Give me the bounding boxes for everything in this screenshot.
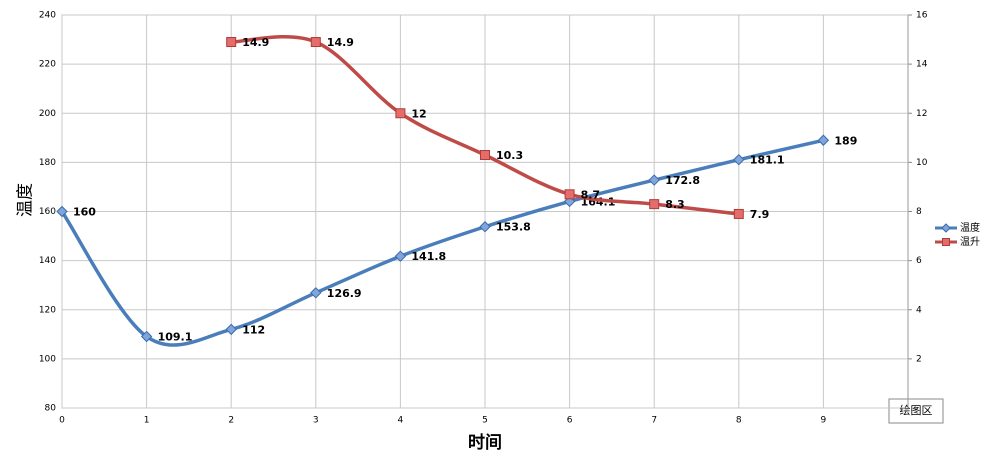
x-tick-label: 3 [313, 416, 319, 426]
y2-tick-label: 8 [916, 207, 922, 217]
data-label: 14.9 [242, 36, 269, 49]
marker [394, 250, 407, 262]
y2-tick-label: 10 [916, 158, 928, 168]
tooltip-box [888, 398, 944, 424]
marker [563, 195, 576, 208]
x-tick-label: 0 [59, 416, 65, 426]
y-tick-label: 100 [39, 354, 56, 364]
data-label: 160 [73, 206, 96, 219]
marker [226, 37, 237, 48]
data-label: 172.8 [665, 174, 700, 187]
data-label: 112 [242, 323, 265, 336]
legend-label: 温升 [960, 236, 980, 248]
data-label: 153.8 [496, 221, 531, 234]
y-tick-label: 140 [39, 256, 56, 266]
marker [395, 108, 406, 119]
marker [649, 199, 660, 210]
y-tick-label: 220 [39, 60, 56, 70]
marker [648, 174, 660, 186]
x-tick-label: 2 [228, 416, 234, 426]
x-tick-label: 6 [567, 416, 573, 426]
marker [733, 208, 744, 219]
y2-tick-label: 4 [916, 305, 922, 315]
y2-tick-label: 12 [916, 109, 927, 119]
marker [564, 189, 575, 200]
marker [56, 205, 68, 218]
tooltip: 绘图区 [900, 403, 933, 417]
x-tick-label: 7 [651, 416, 657, 426]
y-axis-title: 温度 [16, 183, 36, 217]
x-tick-label: 4 [398, 416, 404, 426]
y-tick-label: 180 [39, 158, 56, 168]
y2-tick-label: 2 [916, 354, 922, 364]
data-label: 126.9 [327, 287, 362, 300]
y-tick-label: 80 [45, 404, 57, 414]
y-tick-label: 200 [39, 109, 56, 119]
marker [817, 134, 830, 146]
y-tick-label: 120 [39, 305, 56, 315]
marker [479, 221, 491, 233]
x-axis-title: 时间 [468, 432, 502, 453]
marker [733, 153, 745, 166]
marker [140, 330, 153, 343]
x-tick-label: 9 [821, 416, 827, 426]
y2-tick-label: 16 [916, 11, 928, 21]
data-label: 10.3 [496, 149, 523, 162]
y-tick-label: 160 [39, 207, 56, 217]
y2-tick-label: 6 [916, 256, 922, 266]
data-label: 189 [834, 134, 857, 147]
data-label: 181.1 [750, 154, 785, 167]
legend-label: 温度 [960, 221, 980, 234]
data-label: 141.8 [411, 250, 446, 263]
data-label: 12 [411, 107, 426, 120]
data-label: 109.1 [158, 331, 193, 344]
series-line [60, 138, 824, 347]
data-label: 8.7 [581, 188, 601, 201]
marker [480, 150, 490, 161]
data-label: 14.9 [327, 36, 354, 49]
marker [225, 323, 237, 336]
y2-tick-label: 14 [916, 60, 928, 70]
x-tick-label: 8 [736, 416, 742, 426]
marker [310, 287, 322, 299]
legend-marker [942, 238, 950, 246]
y-tick-label: 240 [39, 11, 56, 21]
legend-marker [941, 223, 951, 233]
marker [310, 37, 321, 48]
data-label: 7.9 [750, 208, 770, 221]
x-tick-label: 1 [144, 416, 150, 426]
x-tick-label: 5 [482, 416, 488, 426]
data-label: 8.3 [665, 198, 685, 211]
